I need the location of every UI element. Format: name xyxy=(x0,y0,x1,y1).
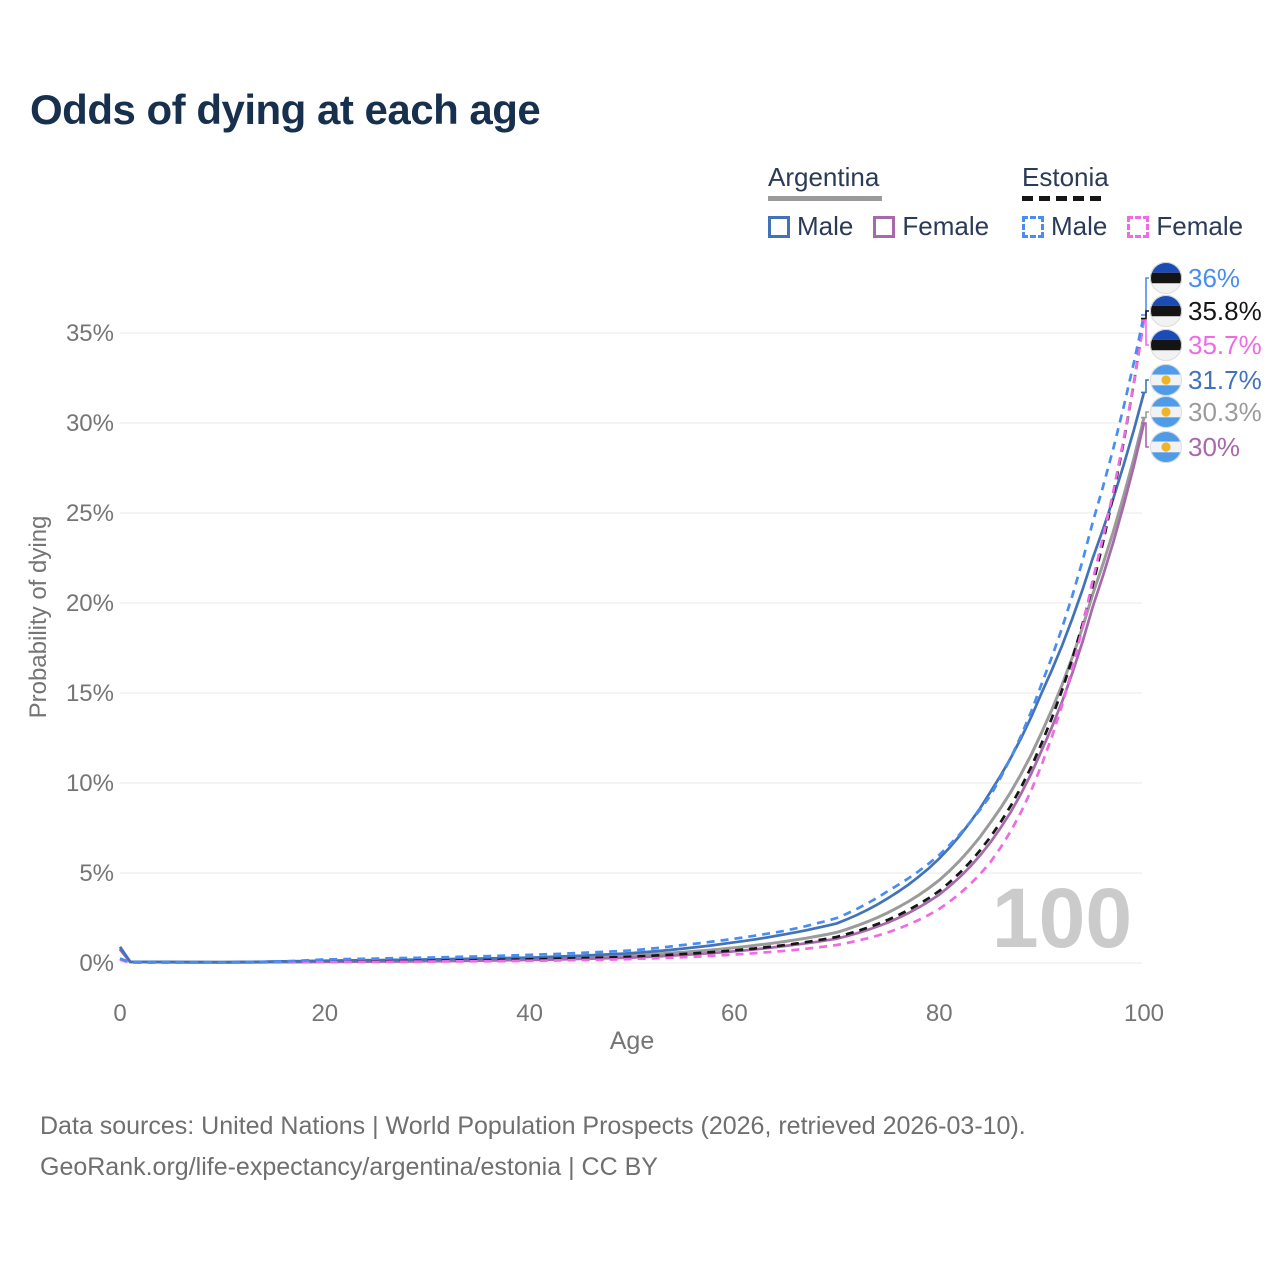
argentina-male-swatch-icon xyxy=(768,215,790,238)
estonia-female-swatch-icon xyxy=(1127,215,1150,238)
estonia-male-swatch-icon xyxy=(1022,215,1044,238)
x-tick-label: 20 xyxy=(311,1000,338,1027)
flag-ring xyxy=(1150,329,1182,361)
footer-data-sources: Data sources: United Nations | World Pop… xyxy=(40,1112,1026,1140)
end-label-estonia-male: 36% xyxy=(1188,263,1240,293)
legend-item-argentina-female[interactable]: Female xyxy=(873,211,989,242)
end-label-connector xyxy=(1141,319,1149,346)
y-tick-label: 20% xyxy=(66,590,114,617)
series-line-argentina-all xyxy=(118,417,1146,964)
estonia-linestyle-swatch xyxy=(1022,196,1107,201)
flag-ring xyxy=(1150,295,1182,327)
end-label-estonia-all: 35.8% xyxy=(1188,296,1262,326)
legend-group-argentina: Argentina Male Female xyxy=(768,162,989,242)
legend-item-label: Male xyxy=(797,211,854,241)
end-label-connector xyxy=(1141,277,1149,316)
flag-ring xyxy=(1150,262,1182,294)
end-label-argentina-male: 31.7% xyxy=(1188,365,1262,395)
legend-country-estonia[interactable]: Estonia xyxy=(1022,162,1109,192)
legend-item-argentina-male[interactable]: Male xyxy=(768,211,853,242)
y-tick-label: 35% xyxy=(66,320,114,347)
y-tick-label: 25% xyxy=(66,500,114,527)
flag-ring xyxy=(1150,396,1182,428)
estonia-flag-icon xyxy=(1150,329,1182,361)
legend-item-label: Male xyxy=(1051,211,1108,241)
hovered-age-watermark: 100 xyxy=(992,871,1132,965)
end-label-connector xyxy=(1141,310,1149,320)
end-label-argentina-female: 30% xyxy=(1188,432,1240,462)
y-tick-label: 30% xyxy=(66,410,114,437)
legend-group-estonia: Estonia Male Female xyxy=(1022,162,1243,242)
series-line-estonia-female xyxy=(119,320,1146,964)
footer-attribution-link[interactable]: GeoRank.org/life-expectancy/argentina/es… xyxy=(40,1153,658,1181)
x-tick-label: 100 xyxy=(1124,1000,1164,1027)
footer: Data sources: United Nations | World Pop… xyxy=(40,1106,1026,1188)
series-line-argentina-male xyxy=(118,392,1146,964)
legend-item-estonia-female[interactable]: Female xyxy=(1127,211,1243,242)
end-label-connector xyxy=(1141,379,1149,394)
argentina-flag-icon xyxy=(1150,396,1182,428)
x-axis-title: Age xyxy=(610,1027,654,1055)
y-tick-label: 0% xyxy=(79,950,114,977)
x-tick-label: 80 xyxy=(926,1000,953,1027)
series-line-estonia-all xyxy=(119,318,1146,964)
argentina-female-swatch-icon xyxy=(873,215,896,238)
end-label-connector xyxy=(1141,411,1149,419)
series-line-estonia-male xyxy=(119,314,1146,964)
end-label-connector xyxy=(1141,422,1149,448)
y-axis-title: Probability of dying xyxy=(25,516,52,719)
page-title: Odds of dying at each age xyxy=(30,86,541,133)
flag-ring xyxy=(1150,364,1182,396)
end-label-argentina-all: 30.3% xyxy=(1188,397,1262,427)
legend-item-estonia-male[interactable]: Male xyxy=(1022,211,1107,242)
y-tick-label: 15% xyxy=(66,680,114,707)
y-tick-label: 5% xyxy=(79,860,114,887)
x-tick-label: 40 xyxy=(516,1000,543,1027)
y-tick-label: 10% xyxy=(66,770,114,797)
legend-country-argentina[interactable]: Argentina xyxy=(768,162,880,192)
argentina-flag-icon xyxy=(1150,364,1182,396)
flag-ring xyxy=(1150,431,1182,463)
x-tick-label: 0 xyxy=(113,1000,126,1027)
legend-item-label: Female xyxy=(1156,211,1244,241)
legend-item-label: Female xyxy=(902,211,990,241)
estonia-flag-icon xyxy=(1150,295,1182,327)
argentina-linestyle-swatch xyxy=(768,196,882,201)
argentina-flag-icon xyxy=(1150,431,1182,463)
estonia-flag-icon xyxy=(1150,262,1182,294)
end-label-estonia-female: 35.7% xyxy=(1188,330,1262,360)
x-tick-label: 60 xyxy=(721,1000,748,1027)
